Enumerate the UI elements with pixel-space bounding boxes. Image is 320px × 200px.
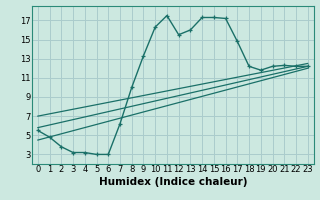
- X-axis label: Humidex (Indice chaleur): Humidex (Indice chaleur): [99, 177, 247, 187]
